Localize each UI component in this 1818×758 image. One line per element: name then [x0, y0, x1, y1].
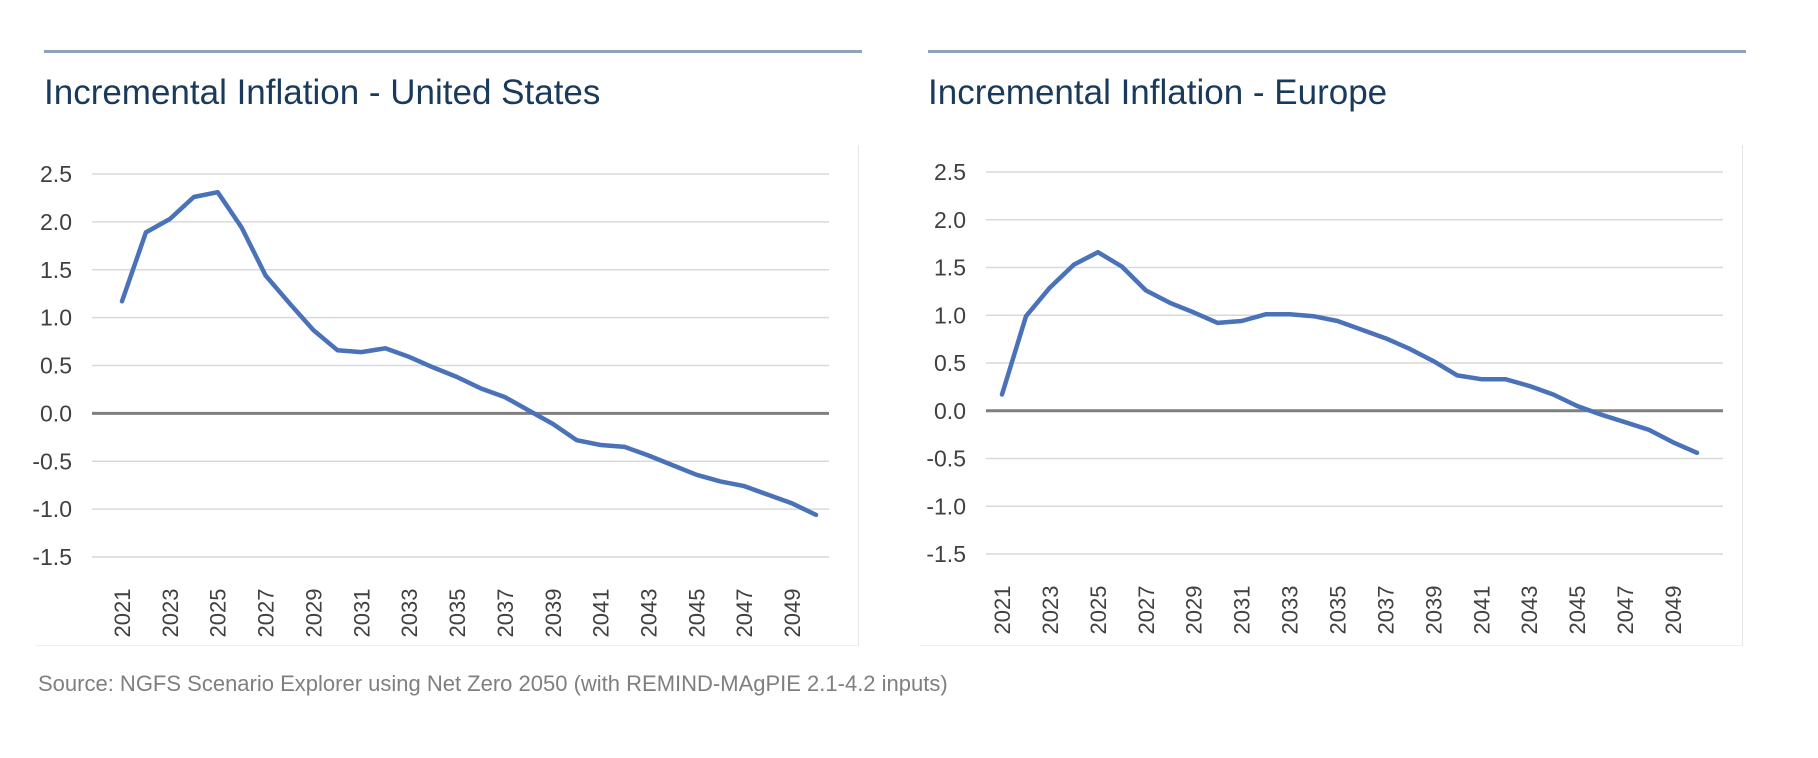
- y-tick-label: -1.0: [926, 493, 966, 519]
- y-tick-label: 2.5: [934, 159, 966, 185]
- chart-panel-united-states: Incremental Inflation - United States 2.…: [32, 0, 916, 660]
- y-tick-label: 0.0: [934, 398, 966, 424]
- plot-area-frame: [920, 145, 1743, 646]
- y-tick-label: 0.5: [934, 350, 966, 376]
- title-rule: [44, 50, 862, 53]
- y-tick-label: 1.5: [40, 257, 72, 283]
- x-tick-label: 2047: [1613, 586, 1638, 635]
- x-tick-label: 2035: [445, 589, 470, 638]
- source-note: Source: NGFS Scenario Explorer using Net…: [38, 671, 948, 696]
- series-line: [999, 249, 1700, 456]
- chart-panel-europe: Incremental Inflation - Europe 2.5 2.0 1.5…: [920, 0, 1800, 660]
- x-tick-label: 2039: [1421, 586, 1446, 635]
- series-line: [119, 189, 819, 518]
- x-tick-label: 2033: [1278, 586, 1303, 635]
- chart-title: Incremental Inflation - Europe: [928, 73, 1388, 112]
- y-tick-label: 1.0: [40, 305, 72, 331]
- x-tick-label: 2021: [990, 586, 1015, 635]
- y-tick-label: 0.0: [40, 400, 72, 426]
- x-tick-label: 2037: [493, 589, 518, 638]
- y-tick-label: -1.5: [926, 541, 966, 567]
- chart-title: Incremental Inflation - United States: [44, 73, 601, 112]
- x-tick-label: 2043: [636, 589, 661, 638]
- x-tick-label: 2023: [1038, 586, 1063, 635]
- x-tick-label: 2029: [1182, 586, 1207, 635]
- x-tick-label: 2045: [684, 589, 709, 638]
- x-tick-label: 2037: [1373, 586, 1398, 635]
- y-tick-label: 2.0: [934, 207, 966, 233]
- y-tick-label: -0.5: [32, 448, 72, 474]
- x-tick-label: 2041: [589, 589, 614, 638]
- y-tick-label: 0.5: [40, 353, 72, 379]
- y-tick-label: 1.0: [934, 302, 966, 328]
- x-tick-label: 2043: [1517, 586, 1542, 635]
- y-tick-label: 1.5: [934, 255, 966, 281]
- x-tick-label: 2025: [1086, 586, 1111, 635]
- y-tick-label: -0.5: [926, 446, 966, 472]
- x-tick-label: 2049: [1661, 586, 1686, 635]
- x-tick-label: 2021: [110, 589, 135, 638]
- plot-area-frame: [36, 145, 859, 646]
- line-chart-united-states: 2.5 2.0 1.5 1.0 0.5 0.0 -0.5 -1.0 -1.5 2021 2023 20…: [32, 161, 829, 638]
- x-tick-label: 2049: [780, 589, 805, 638]
- x-tick-label: 2047: [732, 589, 757, 638]
- x-tick-label: 2035: [1326, 586, 1351, 635]
- y-tick-label: -1.5: [32, 544, 72, 570]
- x-tick-label: 2029: [301, 589, 326, 638]
- x-tick-label: 2031: [349, 589, 374, 638]
- y-tick-label: -1.0: [32, 496, 72, 522]
- x-tick-label: 2027: [1134, 586, 1159, 635]
- x-tick-label: 2023: [158, 589, 183, 638]
- x-tick-label: 2027: [254, 589, 279, 638]
- x-tick-label: 2039: [541, 589, 566, 638]
- line-chart-europe: 2.5 2.0 1.5 1.0 0.5 0.0 -0.5 -1.0 -1.5 2021 2023 20…: [926, 159, 1723, 635]
- y-tick-label: 2.0: [40, 209, 72, 235]
- x-tick-label: 2041: [1469, 586, 1494, 635]
- x-tick-label: 2025: [206, 589, 231, 638]
- y-tick-label: 2.5: [40, 161, 72, 187]
- x-tick-label: 2031: [1230, 586, 1255, 635]
- title-rule: [928, 50, 1746, 53]
- x-tick-label: 2033: [397, 589, 422, 638]
- x-tick-label: 2045: [1565, 586, 1590, 635]
